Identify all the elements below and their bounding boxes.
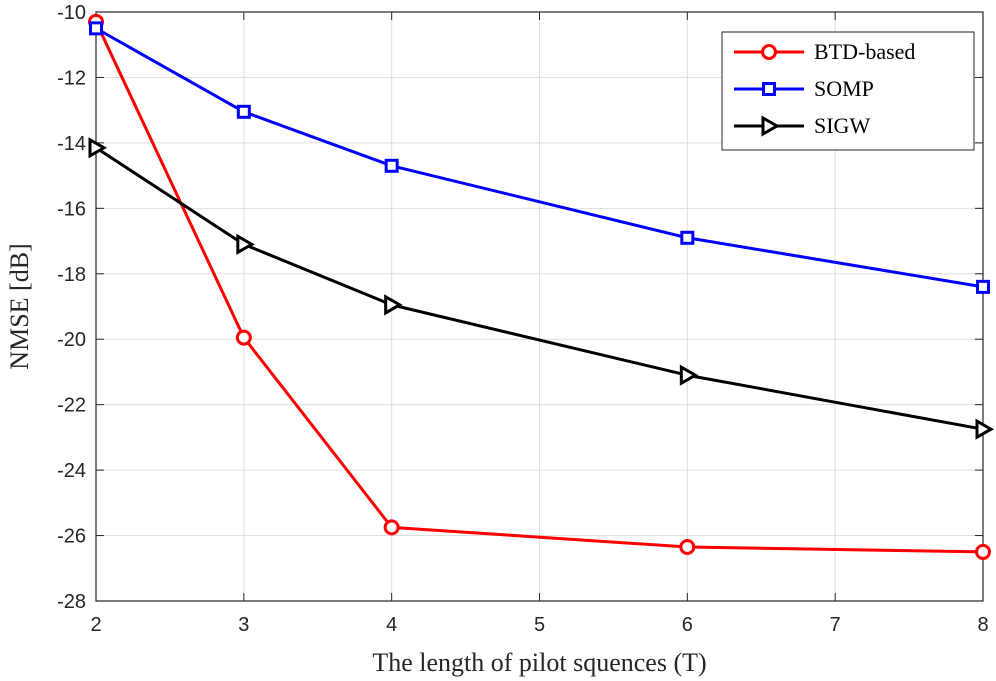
- y-tick-label: -16: [57, 198, 86, 220]
- y-tick-label: -26: [57, 526, 86, 548]
- y-tick-label: -10: [57, 2, 86, 24]
- y-tick-label: -20: [57, 329, 86, 351]
- legend-item: SIGW: [734, 113, 870, 138]
- x-tick-label: 8: [977, 614, 988, 636]
- legend-label: BTD-based: [814, 39, 915, 64]
- x-tick-label: 7: [830, 614, 841, 636]
- x-tick-label: 3: [238, 614, 249, 636]
- data-point: [679, 364, 699, 386]
- legend: BTD-based SOMP SIGW: [721, 31, 975, 151]
- legend-marker: [762, 82, 776, 96]
- y-tick-label: -12: [57, 67, 86, 89]
- data-point: [89, 21, 103, 36]
- y-tick-label: -28: [57, 591, 86, 613]
- legend-item: BTD-based: [734, 39, 915, 64]
- data-point: [975, 543, 991, 560]
- x-tick-label: 2: [90, 614, 101, 636]
- data-point: [679, 539, 696, 556]
- y-tick-label: -22: [57, 395, 86, 417]
- legend-marker: [761, 115, 781, 137]
- data-point: [236, 104, 251, 119]
- data-point: [976, 279, 990, 294]
- legend-label: SIGW: [814, 113, 870, 138]
- axis-ticks: 2 3 4 5 6 7 8 -10 -12 -14 -16 -18 -20 -22 -24 -26 -28: [57, 2, 988, 636]
- x-tick-label: 5: [534, 614, 545, 636]
- legend-label: SOMP: [814, 76, 874, 101]
- data-point: [88, 137, 108, 159]
- x-tick-label: 6: [682, 614, 693, 636]
- data-point: [236, 233, 255, 255]
- x-tick-label: 4: [386, 614, 397, 636]
- data-point: [384, 294, 403, 316]
- y-tick-label: -14: [57, 133, 86, 155]
- series-sigw: [88, 137, 995, 440]
- data-point: [975, 418, 995, 440]
- y-tick-label: -24: [57, 460, 86, 482]
- x-axis-label: The length of pilot squences (T): [372, 648, 706, 677]
- y-axis-label: NMSE [dB]: [5, 243, 34, 369]
- y-tick-label: -18: [57, 264, 86, 286]
- legend-marker: [761, 44, 777, 60]
- data-point: [383, 519, 400, 536]
- data-point: [384, 158, 399, 173]
- legend-item: SOMP: [734, 76, 874, 101]
- series-somp: [89, 21, 990, 294]
- data-point: [235, 329, 252, 346]
- data-point: [680, 230, 695, 245]
- series-group: [88, 13, 995, 560]
